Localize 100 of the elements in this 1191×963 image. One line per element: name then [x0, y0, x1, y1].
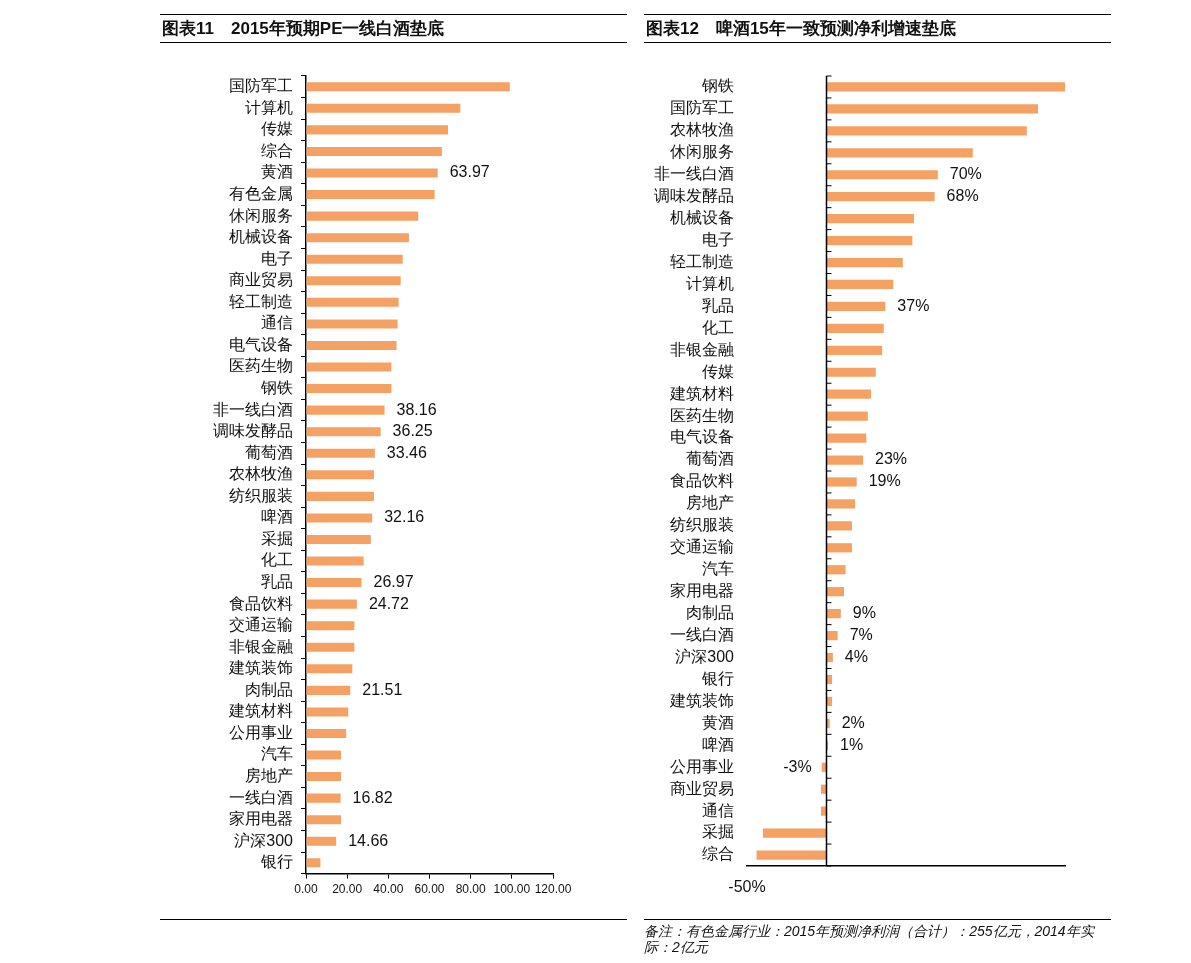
y-tick-label: 非银金融: [670, 340, 734, 358]
y-tick-label: 纺织服装: [670, 516, 734, 534]
x-tick-label: 80.00: [455, 882, 487, 897]
x-tick-label: 120.00: [534, 882, 572, 897]
data-label: 63.97: [449, 163, 490, 181]
y-tick-label: 黄酒: [261, 163, 293, 181]
y-tick-label: 建筑装饰: [228, 659, 293, 677]
y-tick-label: 医药生物: [670, 406, 734, 424]
y-tick-label: 电子: [261, 249, 293, 267]
y-tick-label: 肉制品: [686, 604, 734, 622]
y-tick-label: 传媒: [702, 362, 734, 380]
y-tick-label: 一线白酒: [229, 788, 293, 806]
y-tick-label: 传媒: [261, 120, 293, 138]
y-tick-label: 轻工制造: [670, 252, 734, 270]
data-label: 26.97: [373, 572, 414, 590]
y-tick-label: 公用事业: [229, 723, 293, 741]
chart-title: 图表11 2015年预期PE一线白酒垫底: [160, 14, 627, 43]
y-tick-label: 商业贸易: [670, 779, 734, 797]
y-tick-label: 国防军工: [229, 77, 293, 95]
y-tick-label: 计算机: [686, 274, 734, 292]
y-tick-label: 综合: [702, 845, 734, 863]
y-tick-label: 建筑材料: [228, 702, 293, 720]
y-tick-label: 纺织服装: [229, 486, 293, 504]
y-tick-label: 乳品: [702, 296, 734, 314]
y-tick-label: 有色金属: [229, 184, 293, 202]
data-label: 38.16: [396, 400, 437, 418]
data-label: 36.25: [392, 422, 433, 440]
y-tick-label: 休闲服务: [670, 143, 734, 161]
y-tick-label: 葡萄酒: [245, 443, 293, 461]
y-tick-label: 汽车: [702, 560, 734, 578]
y-tick-label: 乳品: [261, 572, 293, 590]
data-label: 16.82: [352, 788, 393, 806]
text: -50%: [728, 878, 766, 896]
y-tick-label: 农林牧渔: [670, 121, 734, 139]
y-tick-label: 通信: [702, 801, 734, 819]
y-tick-label: 建筑材料: [669, 384, 734, 402]
y-tick-label: 商业贸易: [229, 271, 293, 289]
y-tick-label: 农林牧渔: [229, 465, 293, 483]
y-tick-label: 采掘: [702, 823, 734, 841]
y-tick-label: 房地产: [686, 494, 734, 512]
data-label: 70%: [949, 165, 982, 183]
y-tick-label: 通信: [261, 314, 293, 332]
y-tick-label: 沪深300: [675, 647, 735, 665]
y-tick-label: 交通运输: [670, 538, 734, 556]
y-tick-label: 沪深300: [234, 831, 294, 849]
y-tick-label: 食品饮料: [229, 594, 293, 612]
data-label: 23%: [875, 450, 908, 468]
y-tick-label: 采掘: [261, 529, 293, 547]
data-label: 4%: [844, 647, 868, 665]
data-label: 33.46: [386, 443, 428, 461]
x-tick-label: 40.00: [373, 882, 404, 897]
y-tick-label: 钢铁: [260, 378, 293, 396]
data-label: 7%: [849, 625, 873, 643]
data-label: 19%: [868, 472, 901, 490]
data-label: 21.51: [362, 680, 403, 698]
y-tick-label: 化工: [261, 551, 293, 569]
text: 备注：有色金属行业：2015年预测净利润（合计）：255亿元，2014年实际：2亿元: [644, 923, 1096, 955]
y-tick-label: 综合: [261, 141, 293, 159]
y-tick-label: 调味发酵品: [654, 187, 734, 205]
y-tick-label: 电气设备: [670, 428, 734, 446]
y-tick-label: 一线白酒: [670, 625, 734, 643]
data-label: 37%: [897, 296, 930, 314]
chart-title: 图表12 啤酒15年一致预测净利增速垫底: [644, 14, 1111, 43]
data-label: 2%: [841, 713, 865, 731]
y-tick-label: 黄酒: [702, 713, 734, 731]
y-tick-label: 食品饮料: [670, 472, 734, 490]
y-tick-label: 化工: [702, 318, 734, 336]
y-tick-label: 家用电器: [229, 810, 293, 828]
y-tick-label: 医药生物: [229, 357, 293, 375]
data-label: 1%: [840, 735, 864, 753]
y-tick-label: 公用事业: [670, 757, 734, 775]
y-tick-label: 肉制品: [245, 680, 293, 698]
y-tick-label: 电子: [702, 230, 734, 248]
data-label: 9%: [852, 604, 876, 622]
data-label: 24.72: [368, 594, 410, 612]
y-tick-label: 轻工制造: [229, 292, 293, 310]
y-tick-label: 银行: [701, 669, 734, 687]
y-tick-label: 计算机: [245, 98, 293, 116]
y-tick-label: 机械设备: [670, 209, 734, 227]
y-tick-label: 调味发酵品: [213, 422, 293, 440]
y-tick-label: 啤酒: [702, 735, 734, 753]
y-tick-label: 家用电器: [670, 582, 734, 600]
y-tick-label: 非银金融: [229, 637, 293, 655]
y-tick-label: 非一线白酒: [654, 165, 734, 183]
x-tick-label: 100.00: [493, 882, 531, 897]
data-label: 14.66: [348, 831, 389, 849]
y-tick-label: 机械设备: [229, 228, 293, 246]
y-tick-label: 啤酒: [261, 508, 293, 526]
data-label: 68%: [946, 187, 979, 205]
y-tick-label: 国防军工: [670, 99, 734, 117]
data-label: -3%: [783, 757, 812, 775]
y-tick-label: 汽车: [261, 745, 293, 763]
data-label: 32.16: [384, 508, 425, 526]
y-tick-label: 休闲服务: [229, 206, 293, 224]
y-tick-label: 房地产: [245, 767, 293, 784]
y-tick-label: 电气设备: [229, 335, 293, 353]
y-tick-label: 钢铁: [701, 77, 734, 95]
y-tick-label: 非一线白酒: [213, 400, 293, 418]
y-tick-label: 交通运输: [229, 616, 293, 634]
y-tick-label: 建筑装饰: [669, 691, 734, 709]
